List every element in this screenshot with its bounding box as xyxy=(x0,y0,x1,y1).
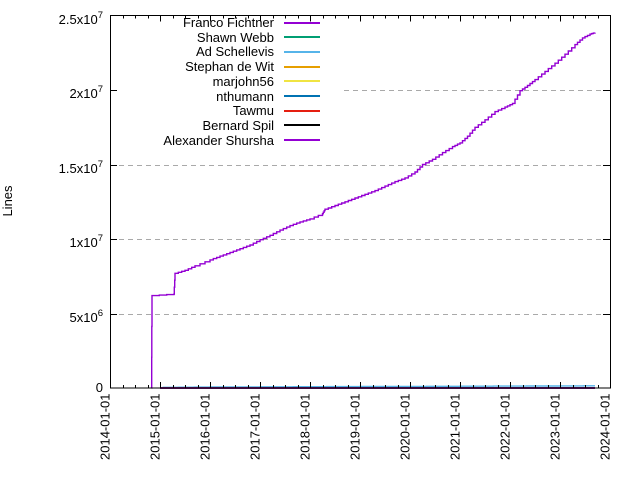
y-tick-label: 5x106 xyxy=(0,305,104,325)
legend-line-swatch xyxy=(284,95,320,97)
legend-label: Tawmu xyxy=(232,103,274,119)
y-tick-label: 1x107 xyxy=(0,230,104,250)
x-tick-label: 2021-01-01 xyxy=(447,393,463,461)
y-tick-exponent: 7 xyxy=(97,233,103,244)
y-tick-label: 2x107 xyxy=(0,81,104,101)
x-tick-label: 2020-01-01 xyxy=(397,393,413,461)
series-line-2 xyxy=(162,385,595,388)
x-tick-label: 2023-01-01 xyxy=(547,393,563,461)
legend-line-swatch xyxy=(284,139,320,142)
legend-entry: Stephan de Wit xyxy=(0,59,320,74)
y-tick-exponent: 7 xyxy=(97,158,103,170)
y-axis-title: Lines xyxy=(0,185,15,217)
legend-label: Shawn Webb xyxy=(196,29,274,45)
x-tick-label: 2014-01-01 xyxy=(97,393,113,461)
y-tick-label: 1.5x107 xyxy=(0,156,103,176)
legend-line-swatch xyxy=(284,36,320,39)
legend-label: Ad Schellevis xyxy=(195,44,274,60)
legend-label: nthumann xyxy=(216,88,274,104)
legend-line-swatch xyxy=(284,50,320,53)
legend-label: Franco Fichtner xyxy=(182,15,274,30)
y-tick-base: 2.5x10 xyxy=(58,11,98,27)
y-tick-label: 0 xyxy=(0,379,103,397)
legend-entry: nthumann xyxy=(0,89,320,104)
legend-entry: Franco Fichtner xyxy=(0,15,320,30)
legend-line-swatch xyxy=(284,21,320,24)
legend-line-swatch xyxy=(284,65,320,68)
y-tick-base: 1x10 xyxy=(69,235,98,250)
x-tick-label: 2017-01-01 xyxy=(247,393,263,461)
y-tick-exponent: 6 xyxy=(97,307,103,319)
y-tick-exponent: 7 xyxy=(97,9,103,21)
legend-entry: Alexander Shursha xyxy=(0,133,320,148)
legend-entry: Shawn Webb xyxy=(0,30,320,45)
legend-label: Alexander Shursha xyxy=(163,132,274,148)
legend-label: Stephan de Wit xyxy=(185,59,274,75)
x-tick-label: 2022-01-01 xyxy=(497,393,513,461)
y-tick-base: 2x10 xyxy=(69,86,98,101)
y-tick-base: 5x10 xyxy=(69,309,98,325)
legend-label: Bernard Spil xyxy=(202,117,274,133)
y-tick-base: 0 xyxy=(95,380,103,395)
y-tick-label: 2.5x107 xyxy=(0,7,103,27)
legend-entry: marjohn56 xyxy=(0,74,320,89)
x-tick-label: 2016-01-01 xyxy=(197,393,213,461)
legend-line-swatch xyxy=(284,80,320,83)
legend-entry: Tawmu xyxy=(0,103,320,118)
legend-entry: Bernard Spil xyxy=(0,118,320,133)
x-tick-label: 2024-01-01 xyxy=(597,393,613,461)
series-line-0 xyxy=(151,32,596,389)
x-tick-label: 2019-01-01 xyxy=(347,393,363,461)
legend-entry: Ad Schellevis xyxy=(0,44,320,59)
legend-line-swatch xyxy=(284,109,320,112)
axis-ticks xyxy=(110,15,611,388)
x-tick-label: 2015-01-01 xyxy=(147,393,163,461)
y-tick-base: 1.5x10 xyxy=(58,160,98,176)
legend-label: marjohn56 xyxy=(212,73,274,89)
legend-line-swatch xyxy=(284,124,320,127)
y-tick-exponent: 7 xyxy=(97,84,103,95)
x-tick-label: 2018-01-01 xyxy=(297,393,313,461)
